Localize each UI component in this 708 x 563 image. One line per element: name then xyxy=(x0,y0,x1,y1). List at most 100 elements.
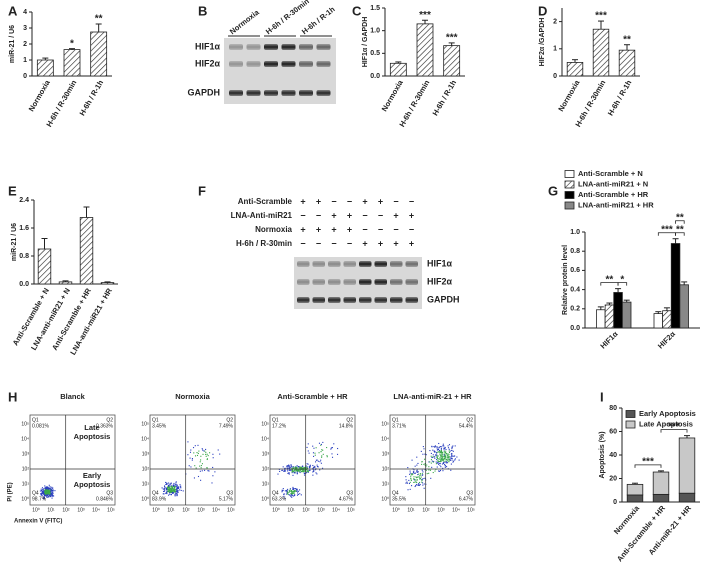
band xyxy=(359,279,372,285)
event-dot xyxy=(445,458,447,460)
event-dot xyxy=(430,477,432,479)
event-dot xyxy=(410,479,412,482)
sign: + xyxy=(300,196,305,206)
event-dot xyxy=(423,448,425,450)
event-dot xyxy=(436,462,438,464)
event-dot xyxy=(313,470,315,472)
event-dot xyxy=(312,445,314,447)
event-dot xyxy=(51,491,53,493)
event-dot xyxy=(198,450,200,452)
event-dot xyxy=(40,490,43,492)
band xyxy=(359,261,372,267)
event-dot xyxy=(172,492,174,494)
y-tick-label: 1.5 xyxy=(370,5,380,12)
event-dot xyxy=(312,471,314,473)
event-dot xyxy=(168,490,171,492)
event-dot xyxy=(452,461,454,463)
event-dot xyxy=(431,460,433,462)
event-dot xyxy=(175,492,177,494)
bar xyxy=(63,49,81,77)
x-tick-label: 10¹ xyxy=(287,507,295,513)
y-axis-label: miR-21 / U6 xyxy=(11,223,18,261)
event-dot xyxy=(165,491,167,493)
event-dot xyxy=(303,466,305,468)
significance: *** xyxy=(446,33,458,44)
event-dot xyxy=(287,465,289,467)
event-dot xyxy=(441,463,444,465)
event-dot xyxy=(441,446,443,448)
event-dot xyxy=(305,472,307,474)
x-tick-label: 10³ xyxy=(437,507,445,513)
band xyxy=(312,261,325,267)
sign: + xyxy=(378,196,383,206)
event-dot xyxy=(189,451,192,453)
event-dot xyxy=(179,486,181,488)
panel-title: Anti-Scramble + HR xyxy=(277,392,348,401)
panel-label: D xyxy=(538,3,547,18)
event-dot xyxy=(411,474,413,476)
event-dot xyxy=(409,481,411,483)
event-dot xyxy=(171,488,173,490)
y-tick-label: 0.4 xyxy=(570,286,580,293)
event-dot xyxy=(282,466,284,468)
event-dot xyxy=(290,464,293,466)
event-dot xyxy=(176,484,178,486)
event-dot xyxy=(171,486,173,488)
event-dot xyxy=(176,492,178,494)
event-dot xyxy=(434,470,436,472)
band xyxy=(405,261,418,267)
event-dot xyxy=(41,494,43,496)
event-dot xyxy=(46,490,49,492)
lane-label: Normoxia xyxy=(228,7,261,36)
event-dot xyxy=(288,465,290,467)
event-dot xyxy=(445,462,447,464)
event-dot xyxy=(436,449,439,451)
event-dot xyxy=(297,493,299,496)
event-dot xyxy=(45,486,47,488)
event-dot xyxy=(430,459,432,461)
y-tick-label: 10⁵ xyxy=(261,421,269,427)
band xyxy=(328,279,341,285)
event-dot xyxy=(321,449,323,451)
event-dot xyxy=(212,466,214,468)
event-dot xyxy=(287,472,289,474)
event-dot xyxy=(45,487,47,489)
event-dot xyxy=(453,455,455,457)
event-dot xyxy=(211,482,213,484)
event-dot xyxy=(44,493,46,495)
event-dot xyxy=(294,494,296,496)
event-dot xyxy=(170,488,172,490)
event-dot xyxy=(288,491,290,493)
event-dot xyxy=(409,473,411,475)
legend-swatch xyxy=(564,180,575,189)
event-dot xyxy=(299,471,301,474)
event-dot xyxy=(441,452,443,454)
event-dot xyxy=(165,492,167,494)
event-dot xyxy=(166,488,168,490)
event-dot xyxy=(49,488,51,490)
event-dot xyxy=(179,489,181,491)
event-dot xyxy=(48,494,50,496)
event-dot xyxy=(295,466,297,468)
event-dot xyxy=(188,465,190,467)
plot-frame xyxy=(389,414,476,506)
event-dot xyxy=(300,470,303,473)
y-tick-label: 10² xyxy=(262,466,270,472)
event-dot xyxy=(283,470,285,472)
sign: − xyxy=(362,210,367,220)
event-dot xyxy=(437,458,439,460)
event-dot xyxy=(42,492,44,494)
event-dot xyxy=(47,487,49,489)
event-dot xyxy=(284,470,286,472)
event-dot xyxy=(322,453,324,455)
quadrant-value: 83.9% xyxy=(152,496,167,502)
panel-title: Normoxia xyxy=(175,392,210,401)
event-dot xyxy=(204,450,206,452)
late-apoptosis-label: Apoptosis xyxy=(74,432,111,441)
event-dot xyxy=(438,451,440,453)
band xyxy=(328,297,341,303)
event-dot xyxy=(322,467,324,469)
event-dot xyxy=(413,471,415,473)
sign: + xyxy=(347,224,352,234)
event-dot xyxy=(174,488,176,490)
